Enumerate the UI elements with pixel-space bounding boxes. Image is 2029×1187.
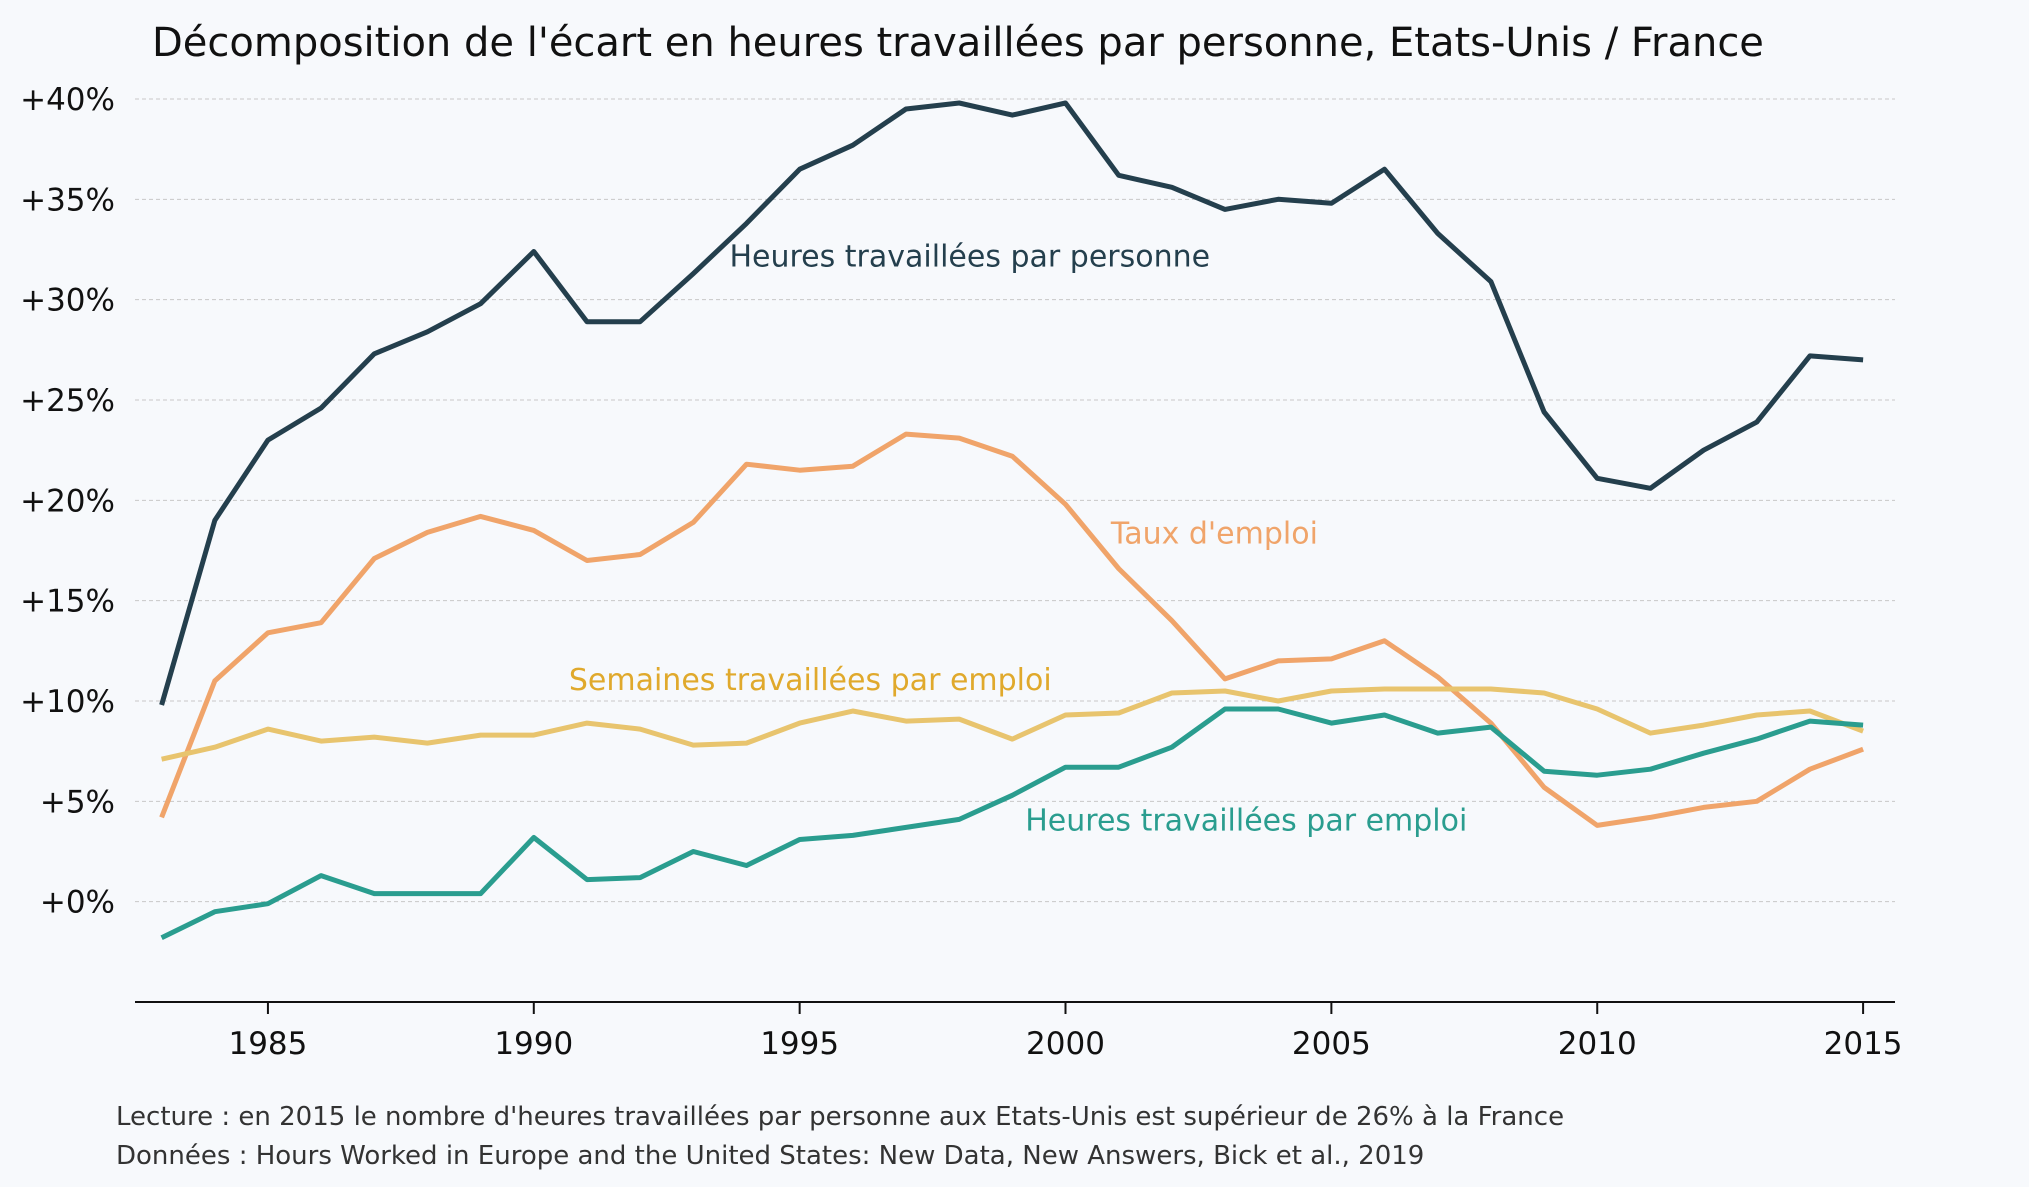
grid-lines	[135, 98, 1895, 903]
y-tick-label: +10%	[20, 684, 115, 720]
y-tick-label: +25%	[20, 383, 115, 419]
x-tick-label: 2015	[1824, 1026, 1903, 1062]
series-label-3: Heures travaillées par emploi	[1025, 803, 1467, 838]
series-lines	[159, 100, 1864, 941]
y-tick-label: +35%	[20, 182, 115, 218]
chart-title: Décomposition de l'écart en heures trava…	[152, 20, 1764, 66]
x-tick-label: 2005	[1292, 1026, 1371, 1062]
series-line-1	[159, 431, 1864, 828]
series-label-0: Heures travaillées par personne	[729, 240, 1210, 275]
y-tick-label: +30%	[20, 283, 115, 319]
series-line-3	[160, 706, 1864, 941]
reading-note: Lecture : en 2015 le nombre d'heures tra…	[116, 1102, 1564, 1132]
axes: +0% +5% +10% +15% +20% +25% +30% +35% +40% 1985 19…	[20, 82, 1902, 1062]
y-tick-label: +20%	[20, 483, 115, 519]
y-tick-label: +15%	[20, 584, 115, 620]
series-line-0	[159, 100, 1864, 706]
x-tick-label: 1990	[494, 1026, 573, 1062]
y-tick-label: +5%	[40, 784, 115, 820]
series-line-2	[161, 686, 1864, 762]
series-labels: Heures travaillées par personne Taux d'em…	[569, 240, 1467, 839]
x-tick-label: 1995	[760, 1026, 839, 1062]
x-tick-label: 2010	[1558, 1026, 1637, 1062]
x-tick-label: 1985	[228, 1026, 307, 1062]
series-label-2: Semaines travaillées par emploi	[569, 663, 1052, 698]
data-source-note: Données : Hours Worked in Europe and the…	[116, 1141, 1424, 1171]
y-tick-label: +40%	[20, 82, 115, 118]
y-tick-label: +0%	[40, 885, 115, 921]
series-label-1: Taux d'emploi	[1110, 516, 1318, 551]
x-tick-label: 2000	[1026, 1026, 1105, 1062]
